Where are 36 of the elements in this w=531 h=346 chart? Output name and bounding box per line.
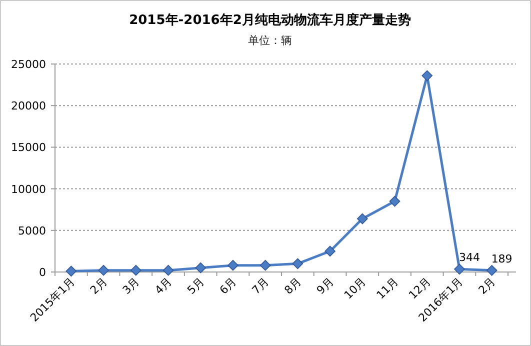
- y-tick-label: 15000: [11, 141, 46, 154]
- x-tick-label: 10月: [342, 274, 369, 302]
- point: [356, 213, 368, 224]
- x-tick-label: 11月: [374, 274, 401, 302]
- point: [486, 265, 498, 276]
- point: [422, 70, 433, 82]
- x-tick-label: 2月: [88, 274, 110, 297]
- point: [130, 264, 142, 276]
- chart-subtitle: 单位：辆: [248, 34, 292, 47]
- chart-title: 2015年-2016年2月纯电动物流车月度产量走势: [129, 12, 411, 28]
- x-tick-label: 6月: [217, 274, 240, 297]
- point: [324, 246, 336, 257]
- x-tick-label: 2月: [476, 274, 498, 297]
- point: [389, 196, 400, 207]
- point: [195, 262, 206, 274]
- x-tick-label: 9月: [314, 274, 336, 297]
- point: [162, 264, 174, 276]
- data-label: 189: [491, 252, 512, 266]
- y-tick-label: 0: [39, 266, 46, 279]
- x-tick-label: 7月: [250, 274, 272, 297]
- point: [260, 260, 271, 271]
- x-tick-label: 5月: [184, 274, 207, 297]
- y-tick-label: 5000: [18, 224, 46, 238]
- y-tick-label: 10000: [11, 182, 46, 196]
- point: [454, 264, 465, 275]
- x-tick-label: 12月: [406, 274, 434, 302]
- y-tick-label: 25000: [11, 58, 46, 71]
- point: [98, 264, 109, 276]
- point: [66, 266, 77, 277]
- x-tick-label: 4月: [152, 274, 174, 297]
- point: [292, 258, 304, 270]
- x-tick-label: 3月: [120, 274, 142, 297]
- y-tick-label: 20000: [11, 100, 46, 113]
- point: [228, 260, 238, 271]
- data-label: 344: [458, 251, 480, 264]
- x-tick-label: 8月: [282, 274, 304, 297]
